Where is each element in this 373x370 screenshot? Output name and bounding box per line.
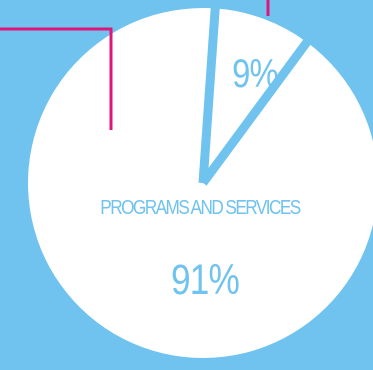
callout-line-left [0, 27, 113, 130]
slice-separator-0 [198, 0, 221, 184]
slice-label-9-percent: 9% [232, 52, 279, 96]
slice-separator-1 [199, 29, 318, 186]
slice-category-label: PROGRAMS AND SERVICES [100, 197, 301, 219]
pie-slices [28, 8, 373, 358]
slice-separators [198, 0, 318, 186]
pie-slice-9-percent [203, 8, 307, 184]
slice-label-91-percent: 91% [170, 256, 240, 304]
pie-slice-91-percent [28, 8, 373, 358]
